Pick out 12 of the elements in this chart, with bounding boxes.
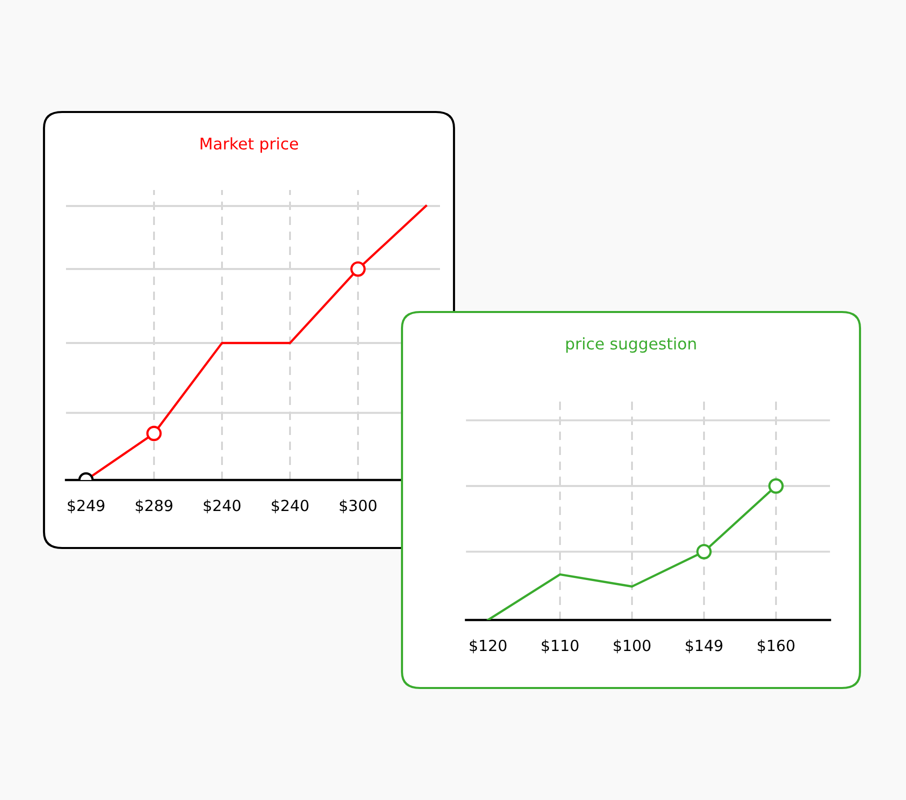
chart-title: Market price (200, 137, 298, 153)
x-tick-label: $249 (68, 499, 104, 514)
x-tick-label: $240 (204, 499, 240, 514)
x-tick-label: $240 (272, 499, 308, 514)
x-tick-label: $300 (340, 499, 376, 514)
x-tick-label: $160 (758, 639, 794, 654)
x-tick-label: $149 (686, 639, 722, 654)
x-tick-label: $289 (136, 499, 172, 514)
x-tick-label: $120 (470, 639, 506, 654)
x-tick-label: $100 (614, 639, 650, 654)
chart-title: price suggestion (566, 337, 696, 353)
x-tick-label: $110 (542, 639, 578, 654)
